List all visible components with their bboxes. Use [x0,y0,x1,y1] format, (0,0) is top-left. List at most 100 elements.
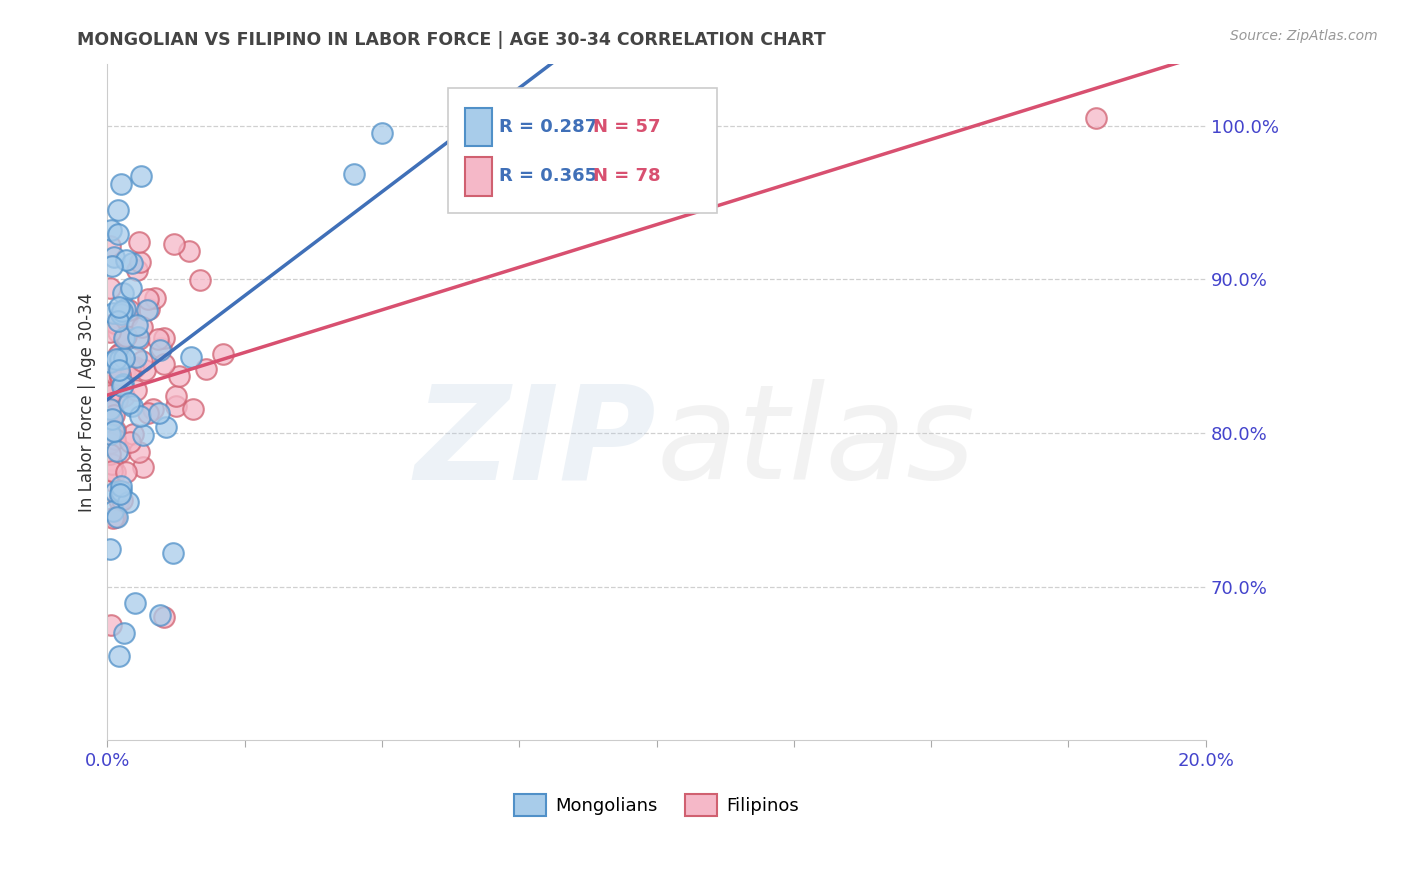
Mongolians [108,300,131,314]
Filipinos [136,406,159,420]
Mongolians [117,495,139,509]
Mongolians [104,485,127,500]
Filipinos [98,280,121,294]
Text: R = 0.365: R = 0.365 [499,168,598,186]
Mongolians [98,427,121,442]
Filipinos [211,347,233,361]
Mongolians [100,222,122,236]
FancyBboxPatch shape [465,108,492,146]
Filipinos [142,402,165,417]
Filipinos [104,423,127,437]
Mongolians [103,251,125,265]
Mongolians [114,302,136,317]
Mongolians [107,203,129,218]
Mongolians [111,286,134,301]
Filipinos [165,399,187,413]
Filipinos [103,428,125,442]
Filipinos [100,465,122,479]
Mongolians [103,424,125,438]
Filipinos [100,618,122,632]
Filipinos [167,368,190,383]
Filipinos [104,317,127,331]
Mongolians [105,509,128,524]
Mongolians [100,260,122,274]
FancyBboxPatch shape [465,157,492,196]
Filipinos [105,368,128,383]
Filipinos [98,474,121,488]
Mongolians [121,256,143,270]
Mongolians [107,314,129,328]
Filipinos [98,429,121,443]
Filipinos [128,445,150,459]
Filipinos [98,436,121,450]
Filipinos [153,357,176,371]
Filipinos [128,332,150,346]
Filipinos [98,377,121,392]
Filipinos [98,388,121,402]
Filipinos [149,341,172,355]
Mongolians [108,486,131,500]
Mongolians [112,351,135,366]
Mongolians [180,351,202,365]
Filipinos [104,316,127,330]
Mongolians [127,330,149,344]
Filipinos [124,360,146,375]
Filipinos [111,493,134,508]
Mongolians [155,420,177,434]
Mongolians [148,406,170,420]
Filipinos [98,434,121,449]
Filipinos [124,384,146,398]
Filipinos [179,244,201,258]
Filipinos [98,239,121,253]
Filipinos [108,368,131,383]
Filipinos [115,465,138,479]
Mongolians [112,330,135,344]
Filipinos [104,354,127,368]
Filipinos [188,273,211,287]
Mongolians [162,546,184,560]
Filipinos [121,360,143,375]
Text: N = 78: N = 78 [593,168,661,186]
Text: atlas: atlas [657,379,976,506]
Text: MONGOLIAN VS FILIPINO IN LABOR FORCE | AGE 30-34 CORRELATION CHART: MONGOLIAN VS FILIPINO IN LABOR FORCE | A… [77,31,827,49]
Mongolians [111,376,134,391]
Filipinos [98,410,121,425]
Mongolians [98,542,121,557]
Filipinos [128,235,150,250]
Mongolians [111,379,134,393]
Filipinos [103,408,125,422]
Filipinos [108,346,131,360]
Filipinos [125,263,148,277]
Filipinos [114,329,136,343]
Filipinos [131,460,153,475]
FancyBboxPatch shape [449,87,717,213]
Mongolians [101,411,124,425]
Mongolians [118,396,141,410]
Mongolians [125,318,148,332]
Mongolians [149,607,172,622]
Mongolians [124,596,146,610]
Mongolians [149,343,172,358]
Filipinos [153,610,176,624]
Filipinos [107,325,129,339]
Text: Source: ZipAtlas.com: Source: ZipAtlas.com [1230,29,1378,43]
Mongolians [129,169,152,183]
Mongolians [111,304,134,318]
Filipinos [131,353,153,368]
Mongolians [124,350,146,364]
Filipinos [118,303,141,318]
Mongolians [132,427,155,442]
Filipinos [115,329,138,343]
Filipinos [181,401,204,416]
Mongolians [110,483,132,498]
Text: ZIP: ZIP [415,379,657,506]
Filipinos [98,385,121,400]
Filipinos [134,363,156,377]
Mongolians [115,252,138,267]
Filipinos [100,403,122,417]
Mongolians [120,281,142,295]
Mongolians [101,503,124,517]
Filipinos [165,389,187,403]
Mongolians [107,227,129,241]
Mongolians [343,167,366,181]
